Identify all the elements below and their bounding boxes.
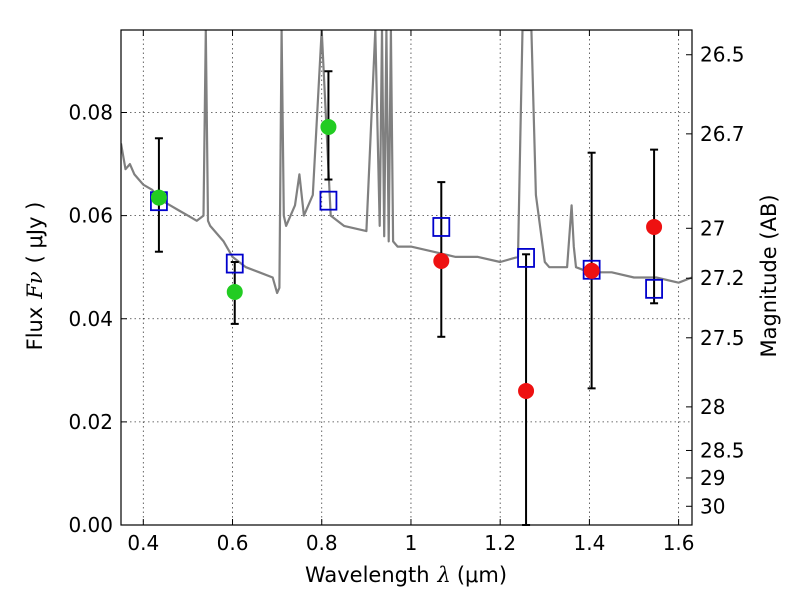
x-tick-label: 0.6	[217, 531, 249, 555]
observed-flux-point	[583, 262, 600, 279]
tick-layer: 0.4 0.6 0.8 1 1.2 1.4 1.6 0.00 0.02 0.04 0.06 0.08 2…	[68, 30, 745, 555]
y2-tick-label: 27	[700, 216, 725, 240]
model-photometry-square	[432, 217, 451, 237]
plot-frame	[120, 29, 693, 526]
y2-tick-label: 29	[700, 466, 725, 490]
marker-layer	[150, 118, 663, 399]
observed-flux-point	[646, 218, 663, 235]
y2-tick-label: 26.7	[700, 122, 745, 146]
y-axis-label: FluxFν( μJy )	[23, 202, 47, 351]
model-photometry-square	[517, 248, 535, 268]
y-tick-label: 0.08	[68, 101, 113, 125]
x-tick-label: 1.2	[484, 531, 516, 555]
model-photometry-square	[225, 253, 244, 274]
y2-tick-label: 28.5	[700, 438, 745, 462]
y2-tick-label: 28	[700, 395, 725, 419]
model-photometry-square	[645, 278, 663, 299]
observed-flux-point	[320, 118, 337, 135]
model-spectrum-layer	[121, 30, 692, 295]
x-tick-label: 0.4	[127, 531, 159, 555]
x-tick-label: 1.6	[663, 531, 695, 555]
observed-flux-point	[433, 253, 450, 269]
y-tick-label: 0.06	[68, 204, 113, 228]
y-tick-label: 0.02	[68, 410, 113, 434]
x-tick-label: 0.8	[306, 531, 338, 555]
observed-flux-point	[150, 189, 167, 206]
y2-tick-label: 30	[700, 494, 725, 518]
x-tick-label: 1.4	[573, 531, 605, 555]
model-photometry-square	[319, 190, 338, 211]
observed-flux-point	[226, 283, 243, 300]
x-tick-label: 1	[405, 531, 418, 555]
y-tick-label: 0.04	[68, 307, 113, 331]
x-axis-label: Wavelength λ (μm)	[305, 563, 507, 587]
y2-tick-label: 26.5	[700, 43, 745, 67]
y-tick-label: 0.00	[68, 513, 113, 537]
grid-lines	[121, 30, 692, 526]
observed-flux-point	[518, 382, 535, 399]
y2-tick-label: 27.2	[700, 266, 745, 290]
model-spectrum-line	[121, 30, 692, 295]
y2-axis-label: Magnitude (AB)	[757, 194, 781, 357]
y2-tick-label: 27.5	[700, 326, 745, 350]
